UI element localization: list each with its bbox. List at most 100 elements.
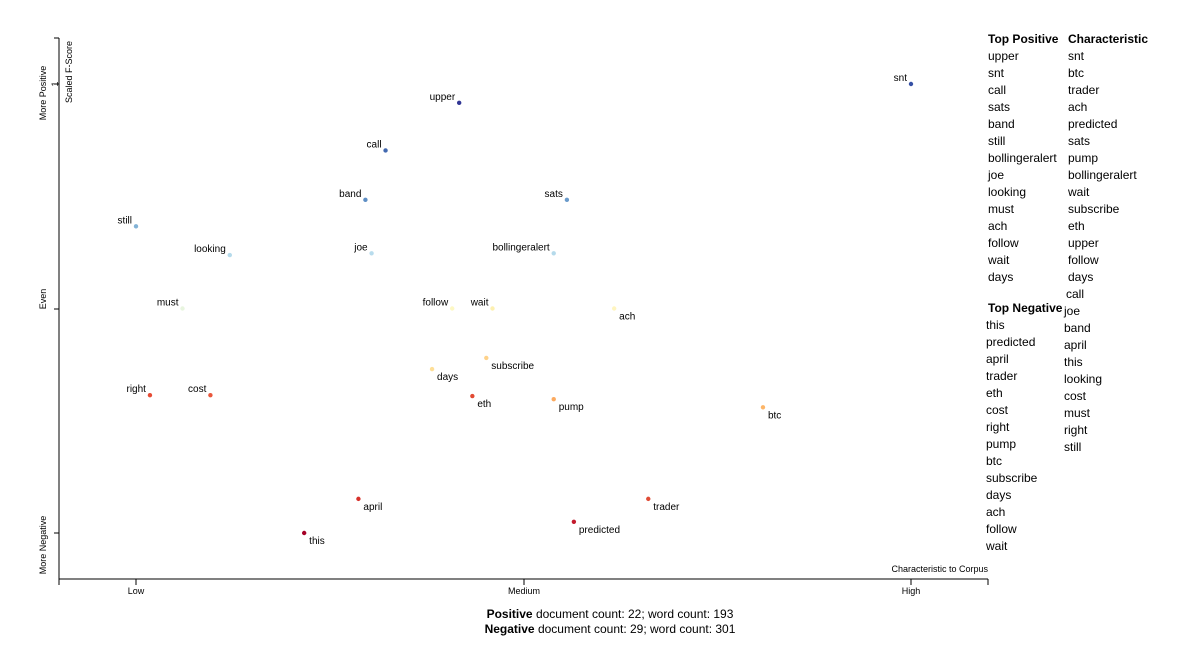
top-positive-term[interactable]: band <box>988 117 1015 131</box>
point-wait[interactable] <box>490 306 495 311</box>
point-label-wait[interactable]: wait <box>470 298 489 309</box>
top-positive-term[interactable]: upper <box>988 49 1019 63</box>
characteristic-term[interactable]: wait <box>1068 185 1090 199</box>
top-positive-term[interactable]: sats <box>988 100 1011 114</box>
point-subscribe[interactable] <box>484 355 489 361</box>
top-negative-term[interactable]: predicted <box>986 335 1036 349</box>
point-right[interactable] <box>147 392 153 398</box>
point-snt[interactable] <box>908 81 914 87</box>
point-trader[interactable] <box>646 496 651 502</box>
top-positive-term[interactable]: call <box>988 83 1007 97</box>
top-positive-term[interactable]: joe <box>988 168 1005 182</box>
top-negative-term[interactable]: cost <box>986 403 1009 417</box>
point-follow[interactable] <box>450 306 455 311</box>
point-must[interactable] <box>180 306 185 311</box>
characteristic-term[interactable]: right <box>1064 423 1088 437</box>
point-pump[interactable] <box>551 396 556 402</box>
characteristic-term[interactable]: band <box>1064 321 1091 335</box>
top-negative-term[interactable]: follow <box>986 522 1017 536</box>
top-positive-term[interactable]: snt <box>988 66 1005 80</box>
characteristic-term[interactable]: snt <box>1068 49 1085 63</box>
point-label-cost[interactable]: cost <box>188 384 207 395</box>
characteristic-term[interactable]: cost <box>1064 389 1087 403</box>
top-positive-term[interactable]: still <box>988 134 1006 148</box>
point-label-subscribe[interactable]: subscribe <box>491 361 534 372</box>
characteristic-term[interactable]: joe <box>1064 304 1081 318</box>
point-label-must[interactable]: must <box>157 298 179 309</box>
point-label-btc[interactable]: btc <box>768 410 781 421</box>
point-label-bollingeralert[interactable]: bollingeralert <box>492 242 549 253</box>
top-positive-term[interactable]: bollingeralert <box>988 151 1057 165</box>
characteristic-term[interactable]: btc <box>1068 66 1085 80</box>
point-still[interactable] <box>133 224 139 229</box>
characteristic-term[interactable]: still <box>1064 440 1082 454</box>
top-positive-term[interactable]: must <box>988 202 1015 216</box>
point-label-days[interactable]: days <box>437 372 458 383</box>
characteristic-term[interactable]: trader <box>1068 83 1100 97</box>
point-label-pump[interactable]: pump <box>559 402 584 413</box>
point-label-eth[interactable]: eth <box>477 399 491 410</box>
point-label-ach[interactable]: ach <box>619 312 635 323</box>
top-negative-term[interactable]: btc <box>986 454 1003 468</box>
point-looking[interactable] <box>227 252 232 258</box>
characteristic-term[interactable]: call <box>1066 287 1085 301</box>
top-positive-term[interactable]: wait <box>988 253 1010 267</box>
point-this[interactable] <box>301 530 307 536</box>
point-eth[interactable] <box>470 393 475 399</box>
characteristic-term[interactable]: eth <box>1068 219 1085 233</box>
point-cost[interactable] <box>208 392 213 398</box>
point-joe[interactable] <box>369 251 374 256</box>
point-btc[interactable] <box>760 405 766 410</box>
point-label-april[interactable]: april <box>363 502 382 513</box>
top-negative-term[interactable]: ach <box>986 505 1006 519</box>
characteristic-term[interactable]: subscribe <box>1068 202 1120 216</box>
characteristic-term[interactable]: upper <box>1068 236 1099 250</box>
point-label-looking[interactable]: looking <box>194 244 226 255</box>
point-label-sats[interactable]: sats <box>545 189 563 200</box>
characteristic-term[interactable]: this <box>1064 355 1083 369</box>
point-ach[interactable] <box>611 306 617 311</box>
point-label-band[interactable]: band <box>339 189 361 200</box>
top-negative-term[interactable]: april <box>986 352 1009 366</box>
top-positive-term[interactable]: ach <box>988 219 1008 233</box>
point-upper[interactable] <box>456 100 462 106</box>
point-label-still[interactable]: still <box>118 215 132 226</box>
point-label-trader[interactable]: trader <box>653 502 680 513</box>
top-negative-term[interactable]: this <box>986 318 1005 332</box>
top-positive-term[interactable]: follow <box>988 236 1019 250</box>
top-negative-term[interactable]: subscribe <box>986 471 1038 485</box>
point-label-predicted[interactable]: predicted <box>579 525 620 536</box>
point-call[interactable] <box>383 148 388 153</box>
top-negative-term[interactable]: wait <box>986 539 1008 553</box>
point-label-follow[interactable]: follow <box>423 298 449 309</box>
top-negative-term[interactable]: right <box>986 420 1010 434</box>
characteristic-term[interactable]: sats <box>1068 134 1091 148</box>
characteristic-term[interactable]: predicted <box>1068 117 1118 131</box>
point-predicted[interactable] <box>571 519 577 524</box>
point-sats[interactable] <box>564 197 570 203</box>
point-band[interactable] <box>363 197 368 203</box>
point-label-right[interactable]: right <box>126 384 146 395</box>
top-negative-term[interactable]: trader <box>986 369 1018 383</box>
characteristic-term[interactable]: looking <box>1064 372 1103 386</box>
point-bollingeralert[interactable] <box>551 251 556 256</box>
point-label-snt[interactable]: snt <box>894 73 908 84</box>
characteristic-term[interactable]: bollingeralert <box>1068 168 1137 182</box>
point-days[interactable] <box>429 366 435 372</box>
characteristic-term[interactable]: days <box>1068 270 1094 284</box>
top-positive-term[interactable]: looking <box>988 185 1027 199</box>
characteristic-term[interactable]: pump <box>1068 151 1099 165</box>
point-label-joe[interactable]: joe <box>353 242 368 253</box>
characteristic-term[interactable]: ach <box>1068 100 1088 114</box>
characteristic-term[interactable]: must <box>1064 406 1091 420</box>
top-negative-term[interactable]: pump <box>986 437 1017 451</box>
point-label-call[interactable]: call <box>367 139 382 150</box>
point-label-upper[interactable]: upper <box>430 92 456 103</box>
characteristic-term[interactable]: april <box>1064 338 1087 352</box>
top-positive-term[interactable]: days <box>988 270 1014 284</box>
point-label-this[interactable]: this <box>309 536 325 547</box>
characteristic-term[interactable]: follow <box>1068 253 1099 267</box>
top-negative-term[interactable]: days <box>986 488 1012 502</box>
top-negative-term[interactable]: eth <box>986 386 1003 400</box>
point-april[interactable] <box>356 496 361 502</box>
